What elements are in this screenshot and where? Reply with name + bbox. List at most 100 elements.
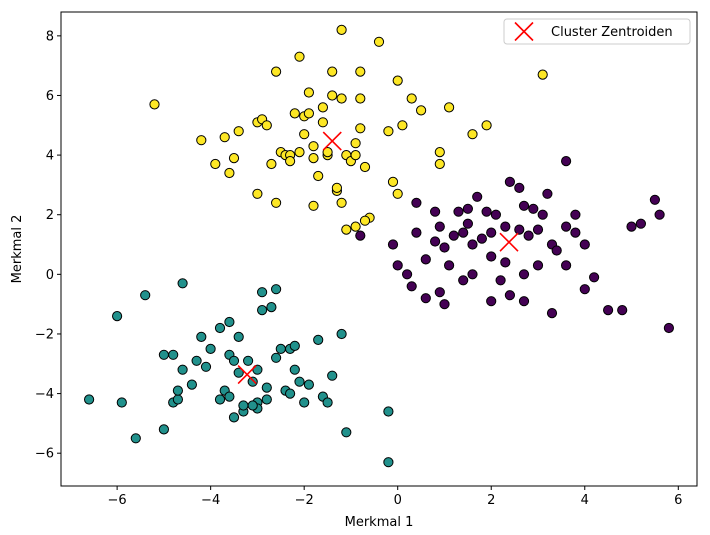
data-point-cluster-1 [238, 400, 249, 411]
data-point-cluster-0 [649, 194, 661, 205]
y-tick-label: 4 [46, 149, 54, 164]
data-point-cluster-1 [289, 364, 300, 375]
data-point-cluster-0 [626, 221, 637, 232]
data-point-cluster-0 [444, 260, 455, 271]
data-point-cluster-0 [542, 188, 553, 199]
data-point-cluster-2 [336, 93, 347, 104]
data-point-cluster-2 [537, 69, 548, 80]
data-point-cluster-2 [392, 75, 403, 86]
data-point-cluster-0 [392, 260, 403, 271]
data-point-cluster-1 [341, 427, 352, 438]
data-point-cluster-1 [247, 376, 258, 387]
x-axis-label: Merkmal 1 [345, 515, 414, 530]
data-point-cluster-1 [228, 355, 240, 366]
data-point-cluster-1 [172, 394, 183, 405]
data-point-cluster-2 [317, 117, 328, 128]
data-point-cluster-1 [313, 334, 324, 345]
data-point-cluster-0 [387, 239, 399, 250]
data-point-cluster-0 [467, 269, 478, 280]
data-point-cluster-1 [205, 343, 216, 354]
data-point-cluster-0 [411, 197, 422, 208]
data-point-cluster-2 [308, 153, 319, 164]
data-point-cluster-2 [373, 36, 385, 47]
data-point-cluster-1 [228, 412, 240, 423]
data-point-cluster-2 [336, 24, 347, 35]
data-point-cluster-0 [500, 257, 511, 268]
data-point-cluster-1 [196, 331, 207, 342]
data-point-cluster-0 [523, 230, 534, 241]
x-tick-label: 0 [394, 493, 402, 508]
data-point-cluster-0 [561, 221, 572, 232]
y-tick-label: 2 [46, 208, 54, 223]
data-point-cluster-2 [228, 153, 240, 164]
data-point-cluster-0 [579, 284, 590, 295]
data-point-cluster-0 [504, 176, 515, 187]
data-point-cluster-0 [448, 230, 459, 241]
x-tick-label: −6 [108, 493, 127, 508]
data-point-cluster-1 [327, 370, 338, 381]
legend-label: Cluster Zentroiden [551, 25, 673, 40]
data-point-cluster-2 [149, 99, 160, 110]
data-point-cluster-2 [289, 108, 300, 119]
data-point-cluster-1 [158, 424, 169, 435]
data-point-cluster-2 [387, 176, 399, 187]
data-point-cluster-0 [406, 281, 417, 292]
data-point-cluster-1 [336, 328, 347, 340]
x-tick-label: −2 [295, 493, 314, 508]
data-point-cluster-0 [411, 227, 422, 238]
data-point-cluster-0 [462, 203, 473, 214]
data-point-cluster-2 [350, 150, 361, 161]
data-point-cluster-0 [518, 200, 530, 211]
data-point-cluster-1 [177, 278, 188, 289]
data-point-cluster-1 [233, 367, 244, 378]
data-point-cluster-0 [355, 230, 366, 241]
data-point-cluster-2 [294, 147, 305, 158]
data-point-cluster-0 [486, 296, 497, 307]
data-point-cluster-1 [383, 406, 394, 417]
data-point-cluster-2 [252, 188, 263, 199]
centroid-marker-2 [322, 131, 342, 151]
data-point-cluster-1 [186, 379, 197, 390]
data-point-cluster-0 [472, 191, 483, 202]
data-point-cluster-0 [430, 236, 441, 247]
data-point-cluster-2 [434, 158, 445, 170]
data-point-cluster-1 [322, 397, 333, 408]
x-tick-label: 4 [581, 493, 589, 508]
data-point-cluster-2 [434, 147, 445, 158]
data-point-cluster-1 [257, 287, 268, 298]
data-point-cluster-0 [434, 287, 445, 298]
y-axis-label: Merkmal 2 [10, 215, 25, 284]
data-point-cluster-0 [420, 254, 431, 265]
data-point-cluster-2 [397, 120, 408, 131]
data-point-cluster-2 [355, 93, 366, 104]
data-point-cluster-1 [214, 322, 226, 334]
data-point-cluster-2 [308, 200, 319, 211]
data-point-cluster-0 [504, 290, 515, 301]
data-point-cluster-0 [453, 206, 464, 217]
data-point-cluster-0 [490, 209, 501, 220]
data-point-cluster-2 [327, 90, 338, 101]
data-point-cluster-2 [303, 87, 314, 98]
data-point-cluster-2 [224, 167, 235, 179]
data-point-cluster-0 [402, 269, 413, 280]
data-point-cluster-0 [518, 296, 530, 307]
data-point-cluster-1 [294, 376, 305, 387]
data-point-cluster-2 [392, 188, 403, 199]
data-point-cluster-0 [532, 224, 544, 235]
data-point-cluster-1 [383, 457, 394, 468]
data-point-cluster-1 [130, 433, 141, 444]
data-point-cluster-2 [271, 197, 282, 208]
data-point-cluster-2 [350, 138, 361, 149]
data-point-cluster-2 [317, 102, 328, 113]
x-tick-label: −4 [201, 493, 220, 508]
y-tick-label: 0 [46, 268, 54, 283]
data-point-cluster-0 [603, 305, 614, 316]
data-point-cluster-1 [266, 302, 277, 313]
y-tick-label: 8 [46, 29, 54, 44]
data-point-cluster-2 [308, 141, 319, 152]
data-point-cluster-0 [514, 182, 525, 193]
data-point-cluster-2 [210, 158, 221, 170]
data-point-cluster-2 [341, 224, 352, 235]
data-point-cluster-0 [617, 305, 628, 316]
